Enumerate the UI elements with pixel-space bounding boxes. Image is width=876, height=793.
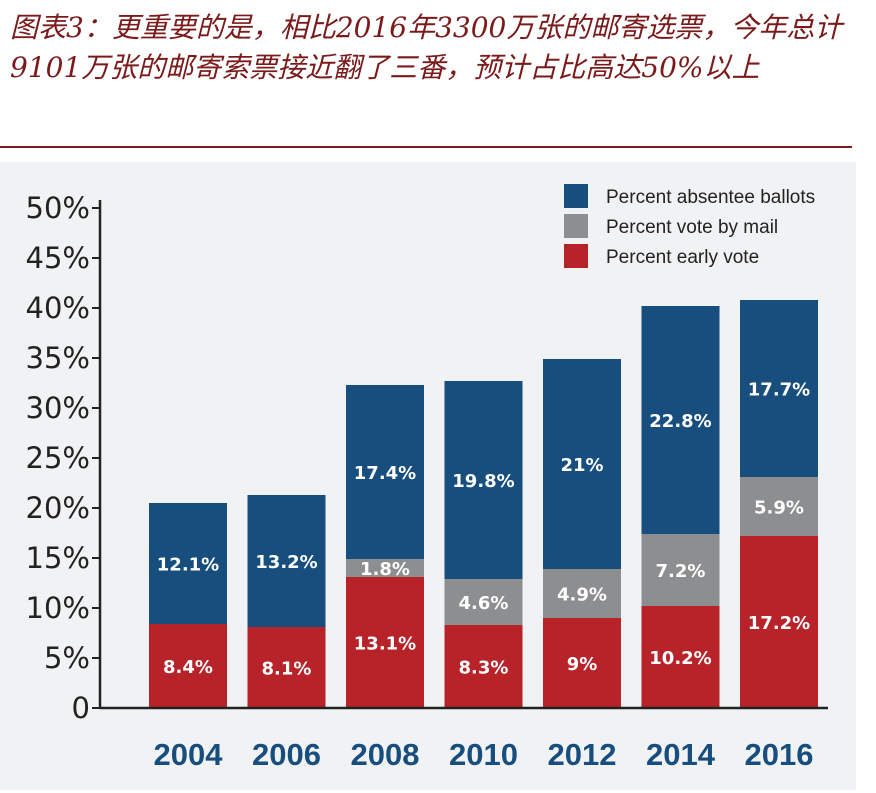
legend-swatch-absentee (564, 184, 588, 208)
y-tick-label: 15% (26, 541, 90, 575)
bar-value-label: 12.1% (157, 555, 219, 576)
figure-caption: 图表3：更重要的是，相比2016年3300万张的邮寄选票，今年总计9101万张的… (10, 11, 843, 84)
caption-divider (0, 146, 852, 148)
y-tick-label: 35% (26, 341, 90, 375)
bar-value-label: 4.6% (459, 593, 509, 614)
bar-segment-early (444, 625, 523, 708)
legend-swatch-early (564, 244, 588, 268)
y-tick-label: 10% (26, 591, 90, 625)
bar-value-label: 17.2% (748, 613, 810, 634)
bar-segment-mail (543, 569, 621, 618)
bar-segment-early (641, 606, 720, 708)
bar-value-label: 22.8% (649, 411, 711, 432)
bar-value-label: 8.4% (163, 657, 213, 678)
x-category-label: 2006 (252, 737, 321, 772)
bar-segment-early (740, 536, 818, 708)
bar-segment-early (346, 577, 424, 708)
bar-segment-mail (444, 579, 523, 625)
bar-value-label: 1.8% (360, 559, 410, 580)
y-tick-label: 50% (26, 191, 90, 225)
bar-segment-absentee (543, 359, 621, 569)
bar-value-label: 19.8% (452, 471, 514, 492)
x-category-label: 2004 (154, 737, 224, 772)
bar-segment-absentee (346, 385, 424, 559)
bar-segment-absentee (149, 503, 227, 624)
x-category-label: 2008 (351, 737, 420, 772)
bar-segment-mail (346, 559, 424, 577)
legend-label: Percent absentee ballots (606, 187, 815, 208)
bar-segment-early (247, 627, 326, 708)
x-category-label: 2012 (548, 737, 617, 772)
bar-segment-early (149, 624, 227, 708)
x-category-label: 2014 (646, 737, 716, 772)
x-category-label: 2010 (449, 737, 518, 772)
bar-value-label: 10.2% (649, 648, 711, 669)
bar-segment-early (543, 618, 621, 708)
bar-value-label: 9% (567, 654, 598, 675)
y-tick-label: 20% (26, 491, 90, 525)
y-tick-label: 25% (26, 441, 90, 475)
x-category-label: 2016 (745, 737, 814, 772)
bar-value-label: 17.4% (354, 463, 416, 484)
legend-label: Percent early vote (606, 247, 759, 268)
legend-swatch-mail (564, 214, 588, 238)
y-tick-label: 30% (26, 391, 90, 425)
bar-value-label: 13.1% (354, 634, 416, 655)
bar-segment-absentee (740, 300, 818, 477)
bar-value-label: 17.7% (748, 380, 810, 401)
bar-value-label: 13.2% (255, 552, 317, 573)
legend-label: Percent vote by mail (606, 217, 778, 238)
bar-segment-absentee (641, 306, 720, 534)
bar-value-label: 5.9% (754, 498, 804, 519)
y-tick-label: 5% (44, 641, 90, 675)
bar-segment-mail (740, 477, 818, 536)
bar-value-label: 8.1% (262, 659, 312, 680)
bar-value-label: 21% (560, 455, 603, 476)
bar-value-label: 7.2% (656, 561, 706, 582)
bar-segment-absentee (247, 495, 326, 627)
bar-value-label: 8.3% (459, 658, 509, 679)
bar-segment-mail (641, 534, 720, 606)
y-tick-label: 40% (26, 291, 90, 325)
bar-value-label: 4.9% (557, 585, 607, 606)
bar-segment-absentee (444, 381, 523, 579)
y-tick-label: 0 (72, 691, 90, 725)
y-tick-label: 45% (26, 241, 90, 275)
